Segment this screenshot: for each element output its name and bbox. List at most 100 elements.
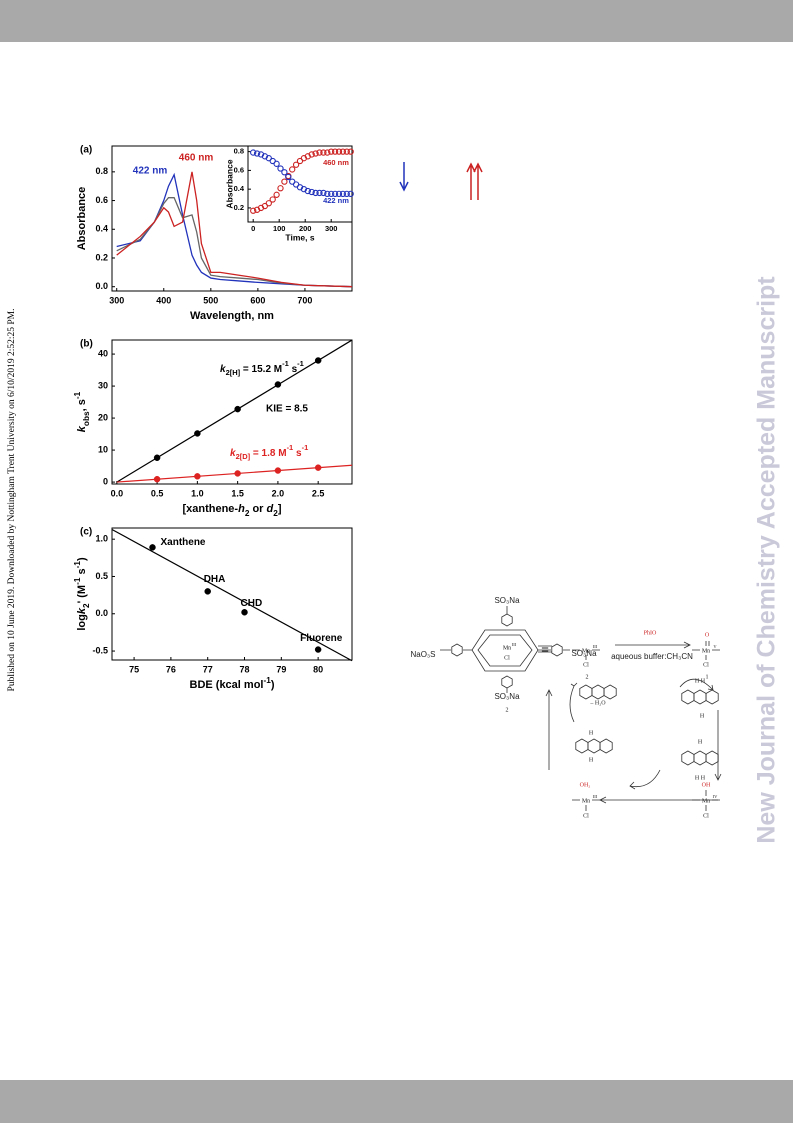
text-part: 2[D] bbox=[236, 452, 251, 461]
text-part: 2 bbox=[245, 509, 250, 518]
scheme-label: III bbox=[512, 642, 517, 647]
data-point bbox=[292, 161, 300, 168]
scheme-label: III bbox=[593, 644, 598, 649]
scheme-line bbox=[579, 684, 593, 700]
data-point bbox=[277, 165, 284, 172]
scheme-line bbox=[681, 750, 695, 766]
text-part: -1 bbox=[73, 391, 82, 399]
scheme-line bbox=[615, 641, 691, 649]
x-tick-label: 700 bbox=[297, 295, 312, 305]
x-tick-label: 0.5 bbox=[151, 488, 164, 498]
scheme-label: III bbox=[593, 794, 598, 799]
annotation: 422 nm bbox=[323, 196, 349, 205]
spectrum-line bbox=[116, 197, 353, 288]
text-part: s bbox=[293, 448, 302, 459]
scheme-label: SO₃Na bbox=[494, 596, 520, 605]
text-part: ) bbox=[271, 679, 275, 691]
scheme-line bbox=[451, 643, 463, 657]
text-part: k bbox=[230, 448, 236, 459]
text-part: k bbox=[220, 364, 226, 375]
scheme-line bbox=[714, 710, 722, 781]
x-tick-label: 2.5 bbox=[312, 488, 325, 498]
y-axis-label: logk2' (M-1 s-1) bbox=[73, 557, 91, 631]
scheme-line bbox=[629, 769, 661, 790]
y-tick-label: 30 bbox=[98, 380, 108, 390]
panel-label: (a) bbox=[80, 145, 92, 156]
annotation: k2[D] = 1.8 M-1 s-1 bbox=[230, 443, 308, 461]
scheme-label: = bbox=[541, 641, 549, 656]
scheme-line bbox=[599, 796, 718, 804]
data-point bbox=[269, 196, 276, 203]
data-point bbox=[289, 166, 296, 173]
data-point bbox=[312, 150, 319, 157]
y-tick-label: 0.4 bbox=[234, 184, 245, 193]
data-point bbox=[250, 149, 257, 156]
x-tick-label: 80 bbox=[313, 664, 323, 674]
data-point bbox=[320, 189, 327, 197]
scheme-label: H bbox=[589, 757, 594, 763]
data-point bbox=[153, 454, 161, 462]
scheme-label: H bbox=[589, 730, 594, 736]
data-point bbox=[339, 148, 347, 155]
scheme-label: V bbox=[713, 644, 717, 649]
arrow bbox=[466, 162, 483, 200]
text-part: -1 bbox=[302, 443, 309, 452]
text-part: = 15.2 M bbox=[240, 364, 282, 375]
x-tick-label: 75 bbox=[129, 664, 139, 674]
x-tick-label: 0 bbox=[251, 224, 255, 233]
data-point bbox=[253, 150, 261, 157]
data-point bbox=[304, 187, 311, 195]
data-point bbox=[347, 190, 354, 198]
scheme-line bbox=[693, 750, 707, 766]
chart-1 bbox=[247, 145, 354, 223]
data-point bbox=[241, 609, 248, 616]
scheme-line bbox=[569, 682, 578, 723]
bottom-bar bbox=[0, 1080, 793, 1123]
data-point bbox=[335, 190, 343, 198]
scheme-line bbox=[545, 689, 553, 770]
data-point bbox=[324, 149, 331, 156]
fit-line bbox=[111, 528, 353, 662]
x-tick-label: 200 bbox=[299, 224, 312, 233]
text-part: 2 bbox=[273, 509, 278, 518]
scheme-line bbox=[591, 684, 605, 700]
text-part: k bbox=[76, 607, 88, 614]
scheme-label: – H₂O bbox=[589, 700, 606, 706]
y-tick-label: 0.2 bbox=[234, 203, 244, 212]
annotation: 460 nm bbox=[323, 158, 349, 167]
text-part: , s bbox=[76, 399, 88, 411]
text-part: h bbox=[238, 503, 245, 515]
x-axis-label: [xanthene-h2 or d2] bbox=[182, 503, 281, 518]
scheme-label: Cl bbox=[583, 813, 589, 819]
data-point bbox=[194, 473, 201, 480]
data-point bbox=[343, 148, 350, 155]
x-tick-label: 1.0 bbox=[191, 488, 204, 498]
data-point bbox=[194, 430, 201, 437]
scheme-line bbox=[477, 634, 533, 667]
data-point bbox=[308, 188, 315, 196]
data-point bbox=[277, 185, 284, 192]
text-part: log bbox=[76, 614, 88, 631]
y-axis-label: kobs, s-1 bbox=[73, 391, 91, 432]
data-point bbox=[312, 189, 319, 197]
x-tick-label: 0.0 bbox=[111, 488, 124, 498]
scheme-label: IV bbox=[713, 794, 718, 799]
scheme-label: PhIO bbox=[644, 630, 657, 636]
data-point bbox=[149, 544, 156, 551]
data-point bbox=[316, 189, 323, 197]
scheme-label: SO₃Na bbox=[571, 649, 597, 658]
data-point bbox=[265, 200, 272, 207]
scheme-line bbox=[572, 649, 600, 660]
point-label: Xanthene bbox=[160, 537, 205, 548]
text-part: 2 bbox=[82, 603, 91, 608]
spectrum-line bbox=[116, 171, 353, 288]
panel-label: (b) bbox=[80, 339, 93, 350]
y-tick-label: -0.5 bbox=[92, 645, 108, 655]
scheme-line bbox=[705, 750, 719, 766]
scheme-line bbox=[501, 613, 513, 627]
x-tick-label: 400 bbox=[156, 295, 171, 305]
data-point bbox=[314, 646, 322, 653]
text-part: d bbox=[267, 503, 274, 515]
text-part: ] bbox=[278, 503, 282, 515]
